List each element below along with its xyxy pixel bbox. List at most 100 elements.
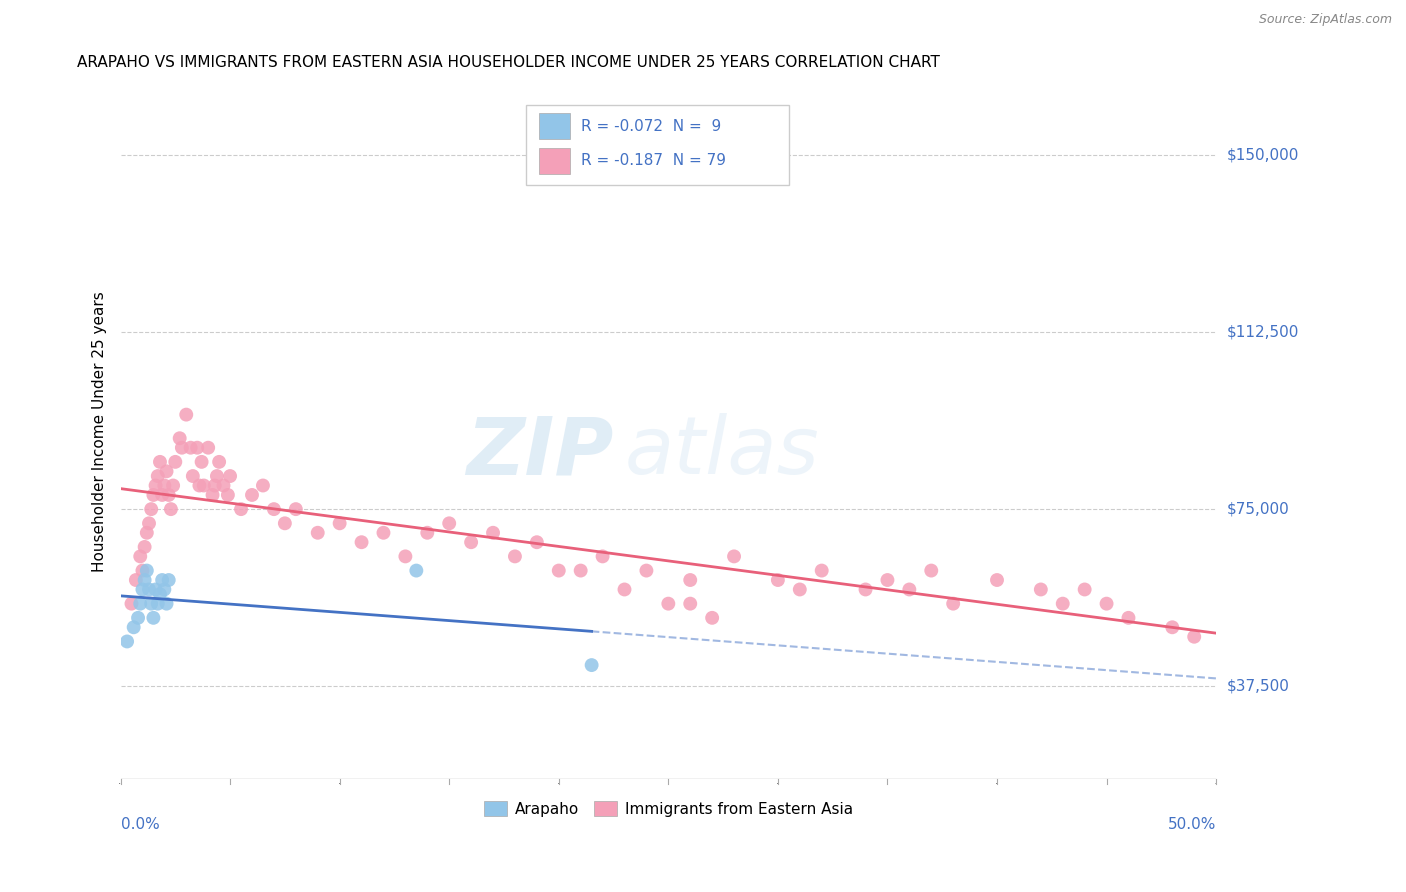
Text: $75,000: $75,000 xyxy=(1227,501,1289,516)
Point xyxy=(986,573,1008,587)
Point xyxy=(636,564,658,578)
Point xyxy=(134,573,156,587)
Point xyxy=(157,488,180,502)
Text: ZIP: ZIP xyxy=(467,413,613,491)
Point xyxy=(284,502,307,516)
Point xyxy=(920,564,942,578)
Point xyxy=(141,597,163,611)
Point xyxy=(138,582,160,597)
Point xyxy=(121,597,143,611)
Point xyxy=(252,478,274,492)
Point xyxy=(150,573,173,587)
Point xyxy=(127,611,149,625)
Point xyxy=(131,582,153,597)
Point xyxy=(165,455,187,469)
Point xyxy=(723,549,745,564)
Text: $112,500: $112,500 xyxy=(1227,325,1299,340)
Point xyxy=(142,611,165,625)
Text: Source: ZipAtlas.com: Source: ZipAtlas.com xyxy=(1258,13,1392,27)
Point xyxy=(146,469,169,483)
Text: R = -0.187  N = 79: R = -0.187 N = 79 xyxy=(581,153,725,169)
Point xyxy=(789,582,811,597)
Point xyxy=(181,469,204,483)
Point xyxy=(205,469,228,483)
Point xyxy=(679,573,702,587)
Text: $37,500: $37,500 xyxy=(1227,679,1291,694)
Point xyxy=(131,564,153,578)
Text: 0.0%: 0.0% xyxy=(121,817,159,832)
Point xyxy=(208,455,231,469)
Point xyxy=(134,540,156,554)
Point xyxy=(657,597,679,611)
Point xyxy=(162,478,184,492)
Point xyxy=(212,478,235,492)
Point xyxy=(482,525,505,540)
Point xyxy=(581,658,603,673)
Point xyxy=(219,469,242,483)
Point xyxy=(135,564,157,578)
Point xyxy=(702,611,724,625)
Point xyxy=(145,582,167,597)
Point xyxy=(125,573,148,587)
Point xyxy=(145,478,167,492)
Point xyxy=(180,441,202,455)
Point xyxy=(263,502,285,516)
Point xyxy=(394,549,416,564)
Point xyxy=(592,549,614,564)
Point xyxy=(122,620,145,634)
Point xyxy=(155,464,177,478)
Point xyxy=(350,535,373,549)
Point xyxy=(547,564,569,578)
Point xyxy=(150,488,173,502)
Point xyxy=(229,502,252,516)
Point xyxy=(193,478,215,492)
Point xyxy=(169,431,191,445)
Point xyxy=(876,573,898,587)
Point xyxy=(142,488,165,502)
Point xyxy=(129,549,152,564)
Point xyxy=(274,516,297,531)
Point xyxy=(1182,630,1205,644)
Point xyxy=(197,441,219,455)
Point xyxy=(149,455,172,469)
Y-axis label: Householder Income Under 25 years: Householder Income Under 25 years xyxy=(93,291,107,572)
Point xyxy=(1118,611,1140,625)
Point xyxy=(186,441,208,455)
Point xyxy=(240,488,263,502)
Point xyxy=(1095,597,1118,611)
Point xyxy=(416,525,439,540)
Point xyxy=(1161,620,1184,634)
Text: 50.0%: 50.0% xyxy=(1168,817,1216,832)
Point xyxy=(204,478,226,492)
Point xyxy=(766,573,789,587)
Point xyxy=(160,502,183,516)
Point xyxy=(810,564,832,578)
FancyBboxPatch shape xyxy=(538,113,569,139)
Point xyxy=(157,573,180,587)
Point xyxy=(170,441,193,455)
Point xyxy=(217,488,239,502)
Point xyxy=(405,564,427,578)
Point xyxy=(437,516,460,531)
FancyBboxPatch shape xyxy=(526,104,789,185)
Point xyxy=(503,549,526,564)
Point xyxy=(1052,597,1074,611)
Point xyxy=(190,455,212,469)
Point xyxy=(188,478,211,492)
Point xyxy=(155,597,177,611)
Point xyxy=(153,582,176,597)
Point xyxy=(569,564,592,578)
Point xyxy=(1073,582,1095,597)
Point xyxy=(129,597,152,611)
Point xyxy=(201,488,224,502)
Point xyxy=(307,525,329,540)
Point xyxy=(141,502,163,516)
Point xyxy=(855,582,877,597)
Point xyxy=(942,597,965,611)
Point xyxy=(329,516,352,531)
Text: ARAPAHO VS IMMIGRANTS FROM EASTERN ASIA HOUSEHOLDER INCOME UNDER 25 YEARS CORREL: ARAPAHO VS IMMIGRANTS FROM EASTERN ASIA … xyxy=(77,55,939,70)
Point xyxy=(115,634,138,648)
Point xyxy=(898,582,921,597)
Point xyxy=(135,525,157,540)
Point xyxy=(613,582,636,597)
